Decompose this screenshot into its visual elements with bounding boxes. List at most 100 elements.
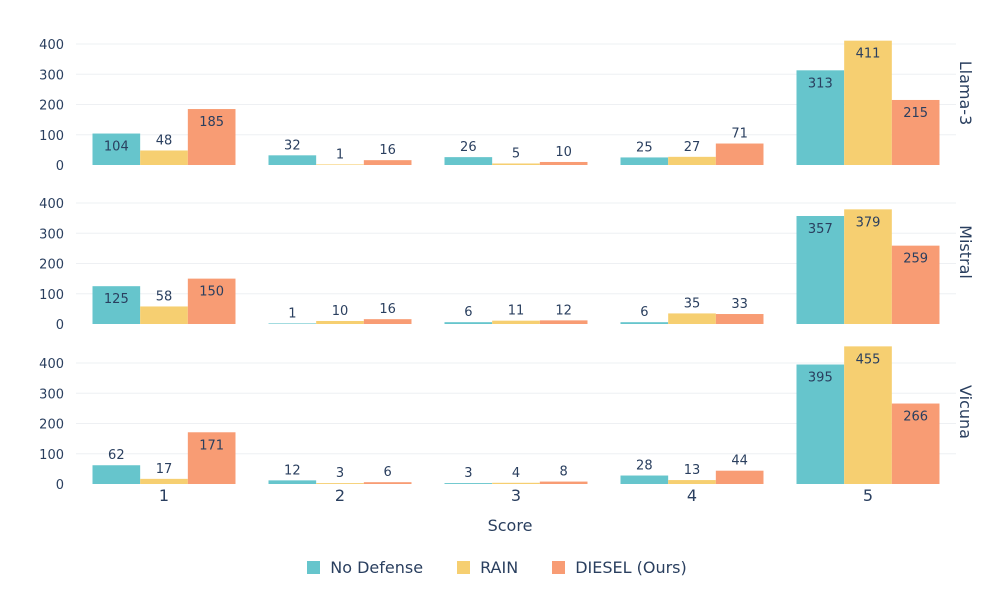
bar-mistral-diesel-ours-score-3 [539, 320, 588, 324]
data-label: 33 [731, 297, 748, 312]
bar-llama-3-diesel-ours-score-1 [187, 109, 236, 165]
data-label: 13 [684, 463, 701, 478]
data-label: 171 [199, 438, 224, 453]
data-label: 58 [156, 289, 173, 304]
bar-vicuna-diesel-ours-score-5 [891, 403, 940, 484]
bar-llama-3-diesel-ours-score-4 [715, 143, 764, 165]
data-label: 35 [684, 296, 701, 311]
x-tick-label: 2 [335, 486, 345, 505]
bar-llama-3-rain-score-2 [316, 164, 364, 165]
bar-llama-3-rain-score-4 [668, 156, 716, 165]
bar-vicuna-rain-score-3 [492, 482, 540, 484]
bar-llama-3-diesel-ours-score-2 [363, 160, 412, 165]
legend: No Defense RAIN DIESEL (Ours) [0, 558, 994, 577]
bar-mistral-rain-score-4 [668, 313, 716, 324]
x-tick-label: 3 [511, 486, 521, 505]
bar-mistral-no-defense-score-2 [268, 323, 317, 324]
bar-mistral-rain-score-1 [140, 306, 188, 324]
legend-label-rain: RAIN [480, 558, 519, 577]
bar-vicuna-no-defense-score-4 [620, 475, 669, 484]
data-label: 25 [636, 140, 653, 155]
legend-swatch-diesel [552, 561, 566, 574]
data-label: 104 [104, 140, 129, 155]
facet-label-vicuna: Vicuna [956, 385, 975, 439]
bar-vicuna-no-defense-score-2 [268, 480, 317, 484]
x-tick-label: 5 [863, 486, 873, 505]
data-label: 4 [512, 466, 520, 481]
legend-item-no-defense[interactable]: No Defense [307, 558, 423, 577]
data-label: 10 [332, 304, 349, 319]
data-label: 12 [555, 303, 572, 318]
bar-vicuna-no-defense-score-5 [796, 364, 845, 484]
bar-llama-3-diesel-ours-score-5 [891, 99, 940, 165]
data-label: 10 [555, 145, 572, 160]
bar-mistral-rain-score-3 [492, 320, 540, 324]
y-tick-label: 300 [39, 68, 64, 83]
data-label: 379 [856, 215, 881, 230]
bar-vicuna-diesel-ours-score-1 [187, 432, 236, 484]
legend-label-diesel: DIESEL (Ours) [575, 558, 687, 577]
data-label: 313 [808, 76, 833, 91]
data-label: 48 [156, 133, 173, 148]
data-label: 16 [379, 143, 396, 158]
bar-mistral-no-defense-score-3 [444, 322, 493, 324]
bar-mistral-diesel-ours-score-5 [891, 245, 940, 324]
data-label: 62 [108, 448, 125, 463]
y-tick-label: 400 [39, 197, 64, 212]
x-tick-label: 4 [687, 486, 697, 505]
y-tick-label: 0 [56, 159, 64, 174]
data-label: 17 [156, 462, 173, 477]
bar-vicuna-rain-score-1 [140, 478, 188, 484]
y-tick-label: 100 [39, 129, 64, 144]
bar-llama-3-no-defense-score-5 [796, 70, 845, 165]
y-tick-label: 400 [39, 357, 64, 372]
x-axis-title: Score [488, 516, 533, 535]
bar-llama-3-rain-score-3 [492, 163, 540, 165]
bar-llama-3-no-defense-score-3 [444, 157, 493, 165]
data-label: 28 [636, 459, 653, 474]
y-tick-label: 300 [39, 227, 64, 242]
legend-item-diesel[interactable]: DIESEL (Ours) [552, 558, 687, 577]
data-label: 71 [731, 127, 748, 142]
bar-mistral-rain-score-2 [316, 320, 364, 324]
bar-mistral-no-defense-score-5 [796, 216, 845, 324]
bar-mistral-no-defense-score-4 [620, 322, 669, 324]
bar-mistral-diesel-ours-score-4 [715, 314, 764, 324]
data-label: 1 [336, 147, 344, 162]
data-label: 125 [104, 292, 129, 307]
data-label: 11 [508, 304, 525, 319]
bar-vicuna-no-defense-score-1 [92, 465, 141, 484]
bar-vicuna-rain-score-2 [316, 483, 364, 484]
data-label: 6 [384, 465, 392, 480]
y-tick-label: 100 [39, 448, 64, 463]
y-tick-label: 300 [39, 387, 64, 402]
bar-llama-3-no-defense-score-2 [268, 155, 317, 165]
legend-swatch-no-defense [307, 561, 321, 574]
bar-vicuna-diesel-ours-score-2 [363, 482, 412, 484]
data-label: 44 [731, 454, 748, 469]
bar-mistral-no-defense-score-1 [92, 286, 141, 324]
bar-llama-3-no-defense-score-1 [92, 133, 141, 165]
data-label: 3 [464, 466, 472, 481]
data-label: 411 [856, 47, 881, 62]
legend-item-rain[interactable]: RAIN [457, 558, 518, 577]
bar-llama-3-rain-score-5 [844, 40, 892, 165]
y-tick-label: 200 [39, 258, 64, 273]
y-tick-label: 200 [39, 418, 64, 433]
y-tick-label: 100 [39, 288, 64, 303]
data-label: 16 [379, 302, 396, 317]
legend-label-no-defense: No Defense [330, 558, 424, 577]
facet-label-mistral: Mistral [956, 225, 975, 279]
data-label: 6 [640, 305, 648, 320]
bar-mistral-diesel-ours-score-1 [187, 278, 236, 324]
bar-vicuna-diesel-ours-score-3 [539, 481, 588, 484]
bar-vicuna-rain-score-4 [668, 480, 716, 484]
data-label: 8 [560, 465, 568, 480]
bar-llama-3-no-defense-score-4 [620, 157, 669, 165]
bar-vicuna-no-defense-score-3 [444, 483, 493, 484]
data-label: 266 [903, 410, 928, 425]
data-label: 12 [284, 463, 301, 478]
data-label: 26 [460, 140, 477, 155]
bar-vicuna-diesel-ours-score-4 [715, 470, 764, 484]
